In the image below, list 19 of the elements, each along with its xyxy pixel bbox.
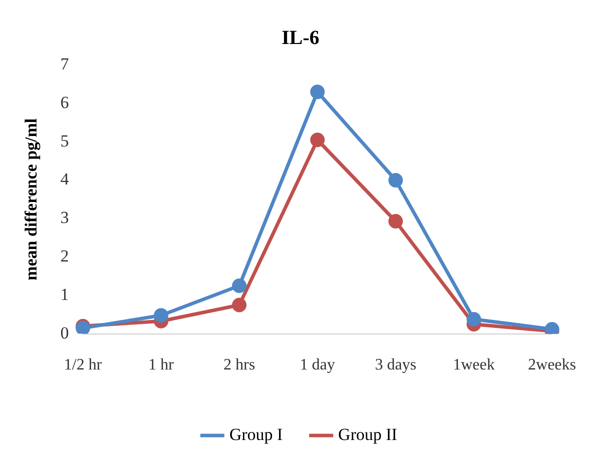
y-tick-label: 5: [60, 131, 69, 150]
x-tick-label: 1/2 hr: [64, 356, 102, 374]
x-tick-label: 1 day: [300, 356, 336, 374]
x-tick-label: 3 days: [374, 356, 416, 374]
x-tick-label: 2 hrs: [223, 356, 256, 374]
y-tick-label: 4: [60, 170, 70, 189]
x-tick-label: 1 hr: [148, 356, 174, 374]
chart-title: IL-6: [282, 27, 320, 50]
y-tick-label: 3: [60, 208, 69, 228]
y-tick-label: 7: [60, 54, 70, 74]
y-tick-label: 0: [60, 323, 69, 342]
legend-label: Group I: [229, 424, 284, 444]
y-tick-label: 2: [60, 246, 69, 266]
y-tick-label: 6: [60, 92, 69, 112]
x-tick-label: 2weeks: [528, 356, 576, 374]
y-tick-label: 1: [60, 284, 69, 304]
y-axis-title: mean difference pg/ml: [22, 118, 41, 280]
legend-label: Group II: [338, 424, 398, 444]
x-tick-label: 1week: [452, 356, 495, 374]
